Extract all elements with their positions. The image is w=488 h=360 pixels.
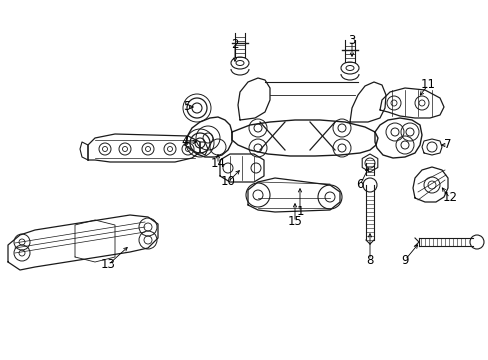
Text: 11: 11 [420, 78, 435, 91]
Text: 7: 7 [443, 139, 451, 152]
Text: 13: 13 [101, 258, 115, 271]
Text: 15: 15 [287, 216, 302, 229]
Text: 6: 6 [356, 179, 363, 192]
Text: 5: 5 [183, 100, 190, 113]
Text: 12: 12 [442, 192, 457, 204]
Text: 3: 3 [347, 33, 355, 46]
Text: 9: 9 [401, 253, 408, 266]
Text: 14: 14 [210, 157, 225, 171]
Text: 8: 8 [366, 253, 373, 266]
Text: 2: 2 [231, 39, 238, 51]
Text: 4: 4 [181, 135, 188, 148]
Text: 10: 10 [220, 175, 235, 189]
Text: 1: 1 [296, 206, 303, 219]
